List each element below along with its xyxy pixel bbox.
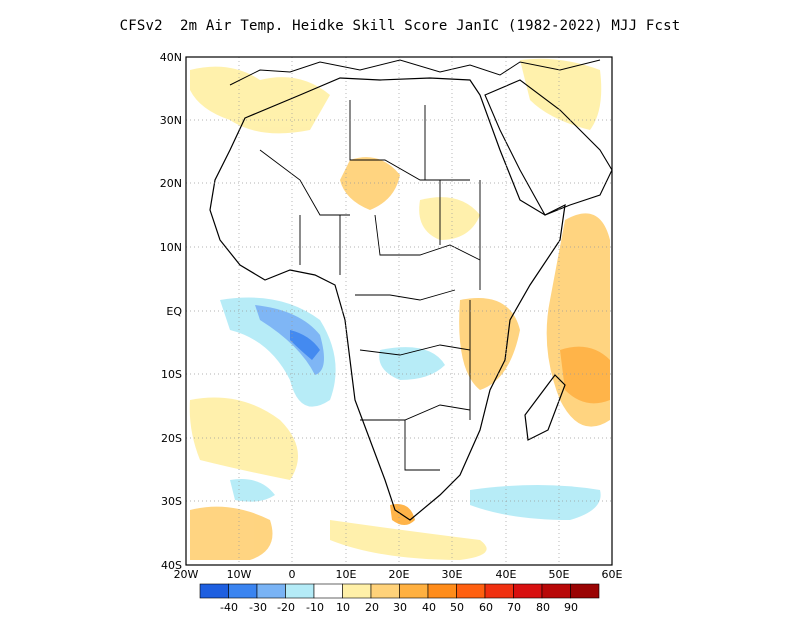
lat-label: 20S xyxy=(161,432,182,445)
colorbar-swatch xyxy=(285,583,315,599)
map-panel xyxy=(185,56,613,566)
colorbar-swatch xyxy=(541,583,571,599)
colorbar-swatch xyxy=(427,583,457,599)
lon-label: 20E xyxy=(389,568,410,581)
lat-label: EQ xyxy=(166,305,182,318)
lat-label: 10N xyxy=(160,241,182,254)
colorbar-label: 10 xyxy=(336,601,350,614)
colorbar-swatch xyxy=(456,583,486,599)
lat-label: 20N xyxy=(160,177,182,190)
colorbar-swatch xyxy=(342,583,372,599)
lat-label: 10S xyxy=(161,368,182,381)
madagascar-coastline xyxy=(524,374,566,441)
colorbar-label: -20 xyxy=(277,601,295,614)
lon-label: 60E xyxy=(602,568,623,581)
colorbar xyxy=(199,583,600,599)
arabia-coastline xyxy=(484,79,613,216)
longitude-labels: 20W 10W 0 10E 20E 30E 40E 50E 60E xyxy=(174,568,623,581)
colorbar-label: -10 xyxy=(306,601,324,614)
africa-coastline xyxy=(209,77,566,521)
lon-label: 10E xyxy=(336,568,357,581)
colorbar-label: -40 xyxy=(220,601,238,614)
colorbar-label: 90 xyxy=(564,601,578,614)
colorbar-swatch xyxy=(370,583,400,599)
lat-label: 30S xyxy=(161,495,182,508)
lon-label: 30E xyxy=(442,568,463,581)
colorbar-label: 30 xyxy=(393,601,407,614)
colorbar-swatch xyxy=(570,583,600,599)
colorbar-label: -30 xyxy=(249,601,267,614)
colorbar-swatch xyxy=(484,583,514,599)
lon-label: 50E xyxy=(549,568,570,581)
lon-label: 10W xyxy=(227,568,252,581)
colorbar-swatch xyxy=(228,583,258,599)
graticule xyxy=(186,57,612,565)
colorbar-swatch xyxy=(199,583,229,599)
lon-label: 20W xyxy=(174,568,199,581)
lat-label: 30N xyxy=(160,114,182,127)
skill-field xyxy=(189,58,610,560)
map-title: CFSv2 2m Air Temp. Heidke Skill Score Ja… xyxy=(119,18,681,34)
lat-label: 40S xyxy=(161,559,182,572)
colorbar-label: 70 xyxy=(507,601,521,614)
lon-label: 0 xyxy=(289,568,296,581)
map-frame xyxy=(185,56,613,566)
colorbar-swatch xyxy=(399,583,429,599)
colorbar-label: 20 xyxy=(365,601,379,614)
europe-coastline xyxy=(229,59,601,86)
country-borders xyxy=(259,100,481,471)
colorbar-labels: -40 -30 -20 -10 10 20 30 40 50 60 70 80 … xyxy=(220,601,578,614)
colorbar-label: 80 xyxy=(536,601,550,614)
colorbar-label: 60 xyxy=(479,601,493,614)
lon-label: 40E xyxy=(496,568,517,581)
colorbar-swatch xyxy=(313,583,343,599)
colorbar-label: 40 xyxy=(422,601,436,614)
colorbar-label: 50 xyxy=(450,601,464,614)
colorbar-swatch xyxy=(513,583,543,599)
latitude-labels: 40N 30N 20N 10N EQ 10S 20S 30S 40S xyxy=(160,51,183,572)
lat-label: 40N xyxy=(160,51,182,64)
colorbar-swatch xyxy=(256,583,286,599)
